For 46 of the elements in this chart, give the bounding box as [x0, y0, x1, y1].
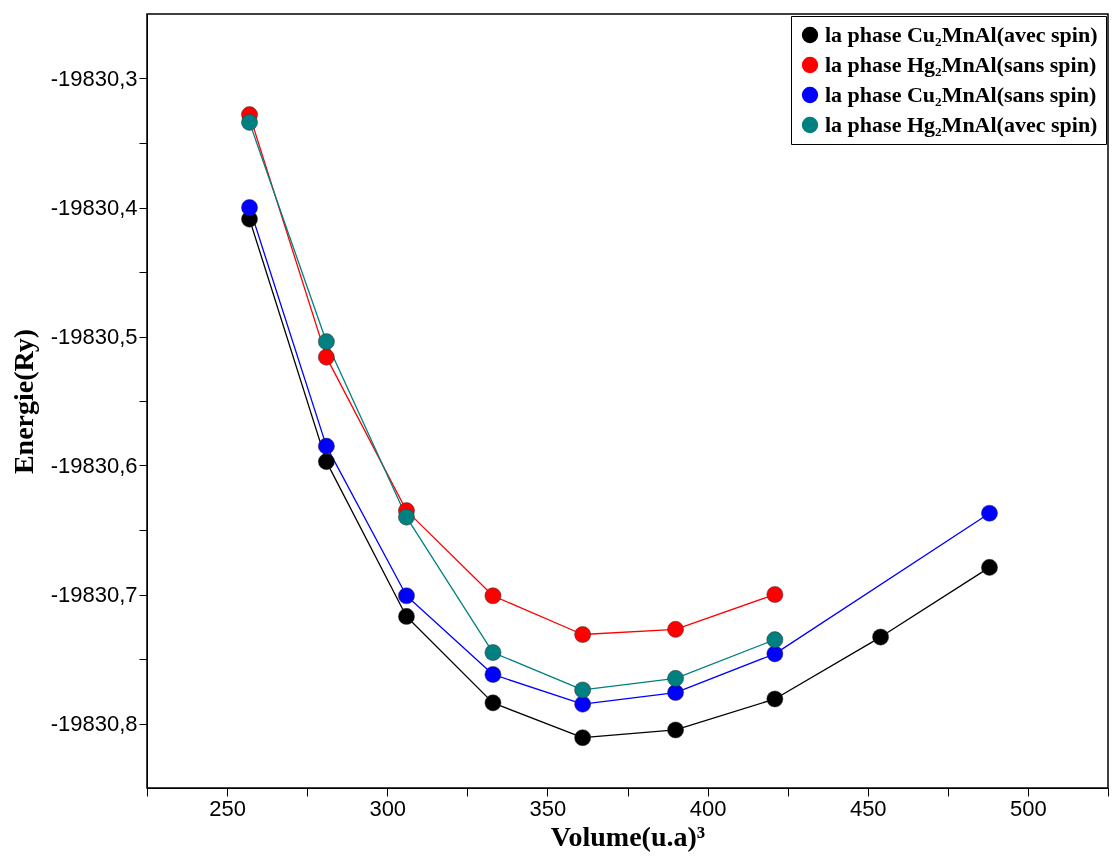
y-axis-title: Energie(Ry): [7, 328, 39, 475]
point: [574, 729, 591, 746]
point: [574, 681, 591, 699]
point: [667, 621, 684, 638]
point: [318, 348, 335, 366]
x-tick-label: 400: [689, 795, 727, 821]
point: [398, 608, 415, 625]
point: [398, 508, 415, 526]
x-tick-label: 350: [529, 795, 567, 821]
x-axis-title: Volume(u.a)³: [550, 820, 706, 852]
point: [241, 114, 258, 131]
y-tick-label: -19830,3: [50, 66, 138, 91]
x-tick-label: 300: [369, 795, 407, 821]
legend-label: la phase Cu₂MnAl(avec spin): [825, 22, 1098, 47]
point: [484, 666, 502, 683]
point: [667, 721, 684, 739]
point: [318, 333, 335, 350]
y-tick-label: -19830,6: [50, 453, 138, 478]
legend-label: la phase Hg₂MnAl(avec spin): [825, 112, 1098, 137]
point: [766, 586, 784, 603]
x-tick-label: 500: [1010, 795, 1047, 821]
point: [241, 199, 258, 216]
point: [872, 628, 889, 646]
point: [484, 644, 502, 661]
y-tick-label: -19830,4: [50, 195, 138, 220]
point: [667, 670, 684, 687]
point: [981, 504, 998, 522]
point: [766, 631, 784, 648]
point: [574, 695, 591, 713]
point: [667, 684, 684, 701]
x-tick-label: 250: [209, 795, 246, 821]
point: [574, 626, 591, 643]
y-tick-label: -19830,8: [50, 711, 138, 736]
point: [398, 587, 415, 605]
point: [766, 645, 784, 663]
point: [318, 437, 335, 455]
point: [484, 694, 502, 712]
x-tick-label: 450: [849, 795, 887, 821]
legend-label: la phase Hg₂MnAl(sans spin): [825, 52, 1097, 77]
y-tick-label: -19830,5: [50, 324, 138, 349]
point: [981, 559, 998, 576]
y-tick-label: -19830,7: [50, 582, 138, 607]
point: [318, 453, 335, 470]
point: [766, 690, 784, 708]
legend-label: la phase Cu₂MnAl(sans spin): [825, 82, 1097, 107]
point: [484, 587, 502, 605]
